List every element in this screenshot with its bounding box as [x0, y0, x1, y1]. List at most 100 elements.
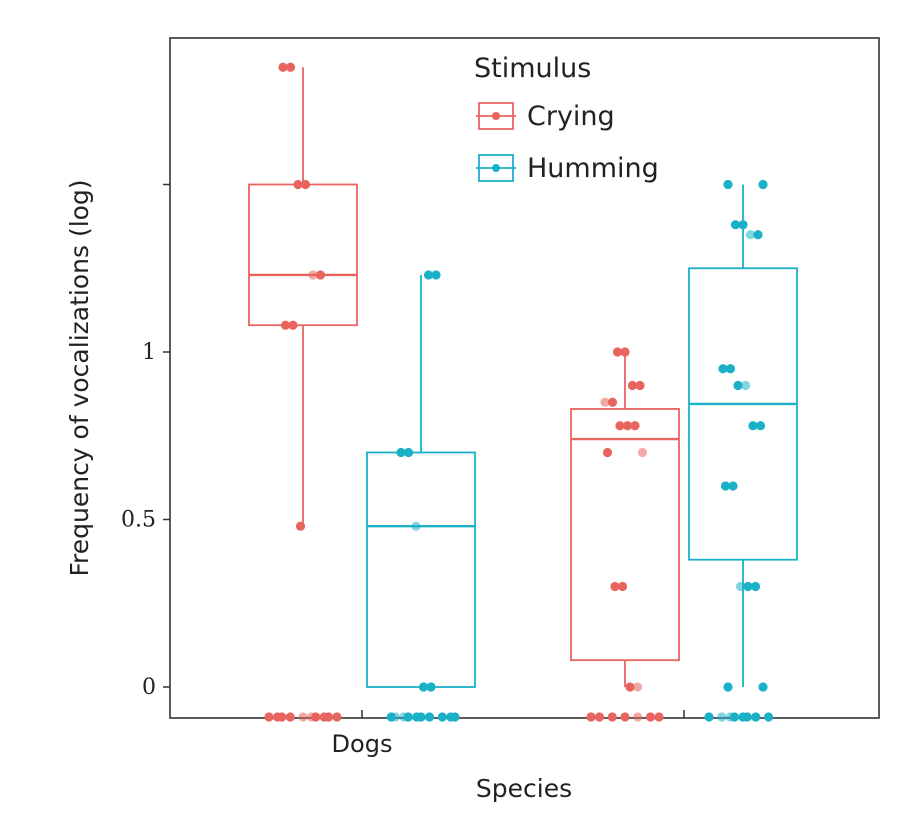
crying-point [293, 179, 303, 190]
humming-point [390, 712, 401, 722]
humming-point [403, 447, 414, 458]
crying-point [622, 421, 633, 431]
humming-point [717, 712, 727, 722]
humming-box [688, 184, 798, 687]
crying-box [570, 352, 680, 687]
humming-point [733, 380, 743, 391]
crying-point [298, 712, 308, 722]
humming-point [450, 712, 460, 722]
humming-point [418, 682, 429, 692]
humming-point [720, 481, 731, 491]
crying-point [285, 712, 295, 722]
humming-point [431, 270, 441, 280]
x-axis: Dogs [332, 710, 685, 758]
crying-point [295, 521, 306, 531]
legend-label: Crying [527, 101, 615, 132]
crying-point [630, 421, 640, 431]
crying-point [264, 712, 274, 722]
crying-point [615, 421, 625, 431]
legend-key-point [492, 112, 500, 120]
box-iqr [248, 183, 358, 327]
legend-title: Stimulus [474, 53, 591, 84]
humming-point [728, 481, 738, 491]
crying-point [332, 712, 342, 722]
legend-label: Humming [527, 153, 659, 184]
crying-point [280, 320, 291, 330]
humming-point [424, 712, 435, 722]
humming-point [753, 230, 763, 240]
humming-point [723, 179, 733, 190]
humming-point [723, 682, 733, 692]
crying-point [586, 712, 596, 722]
crying-point [278, 62, 288, 72]
y-axis-title: Frequency of vocalizations (log) [65, 179, 94, 576]
humming-point [743, 581, 753, 592]
y-axis: 00.51 [121, 183, 170, 700]
x-tick-label: Dogs [332, 730, 393, 758]
humming-point [755, 421, 766, 431]
crying-point [308, 270, 318, 280]
crying-point [594, 712, 605, 722]
boxes-layer [248, 67, 798, 688]
humming-point [396, 447, 406, 458]
y-tick-label: 1 [142, 340, 156, 365]
humming-point [738, 220, 748, 230]
crying-point [612, 347, 623, 357]
crying-point [635, 380, 645, 391]
crying-point [610, 581, 620, 592]
points-layer [264, 62, 774, 722]
humming-point [758, 179, 768, 190]
box-iqr [570, 408, 680, 662]
humming-point [742, 712, 752, 722]
humming-point [750, 581, 761, 592]
crying-point [627, 380, 638, 391]
humming-point [403, 712, 413, 722]
crying-point [600, 397, 610, 407]
crying-box [248, 67, 358, 527]
crying-point [607, 712, 617, 722]
box-iqr [688, 267, 798, 561]
humming-point [426, 682, 436, 692]
humming-point [748, 421, 758, 431]
y-tick-label: 0 [142, 675, 156, 700]
humming-point [729, 712, 740, 722]
box-iqr [366, 451, 476, 688]
humming-point [437, 712, 447, 722]
humming-point [735, 581, 746, 592]
plot-frame [169, 37, 880, 719]
humming-box [366, 274, 476, 688]
crying-point [654, 712, 664, 722]
humming-point [411, 521, 421, 531]
humming-point [751, 712, 761, 722]
crying-point [323, 712, 334, 722]
humming-point [763, 712, 774, 722]
humming-point [745, 230, 756, 240]
crying-point [315, 270, 326, 280]
crying-point [617, 581, 628, 592]
humming-point [416, 712, 426, 722]
humming-point [704, 712, 714, 722]
crying-point [620, 712, 630, 722]
crying-point [288, 320, 298, 330]
crying-point [645, 712, 656, 722]
crying-point [602, 447, 613, 458]
legend: Stimulus Crying Humming [474, 53, 659, 184]
crying-point [633, 712, 643, 722]
legend-entry-crying: Crying [476, 101, 615, 132]
crying-point [637, 447, 648, 458]
humming-point [423, 270, 434, 280]
humming-point [730, 220, 741, 230]
humming-point [758, 682, 768, 692]
legend-entry-humming: Humming [476, 153, 659, 184]
legend-key-point [492, 164, 500, 172]
y-tick-label: 0.5 [121, 508, 156, 533]
crying-point [285, 62, 296, 72]
humming-point [740, 380, 751, 391]
crying-point [300, 179, 311, 190]
crying-point [632, 682, 643, 692]
crying-point [277, 712, 287, 722]
crying-point [311, 712, 321, 722]
crying-point [625, 682, 635, 692]
humming-point [718, 364, 728, 374]
